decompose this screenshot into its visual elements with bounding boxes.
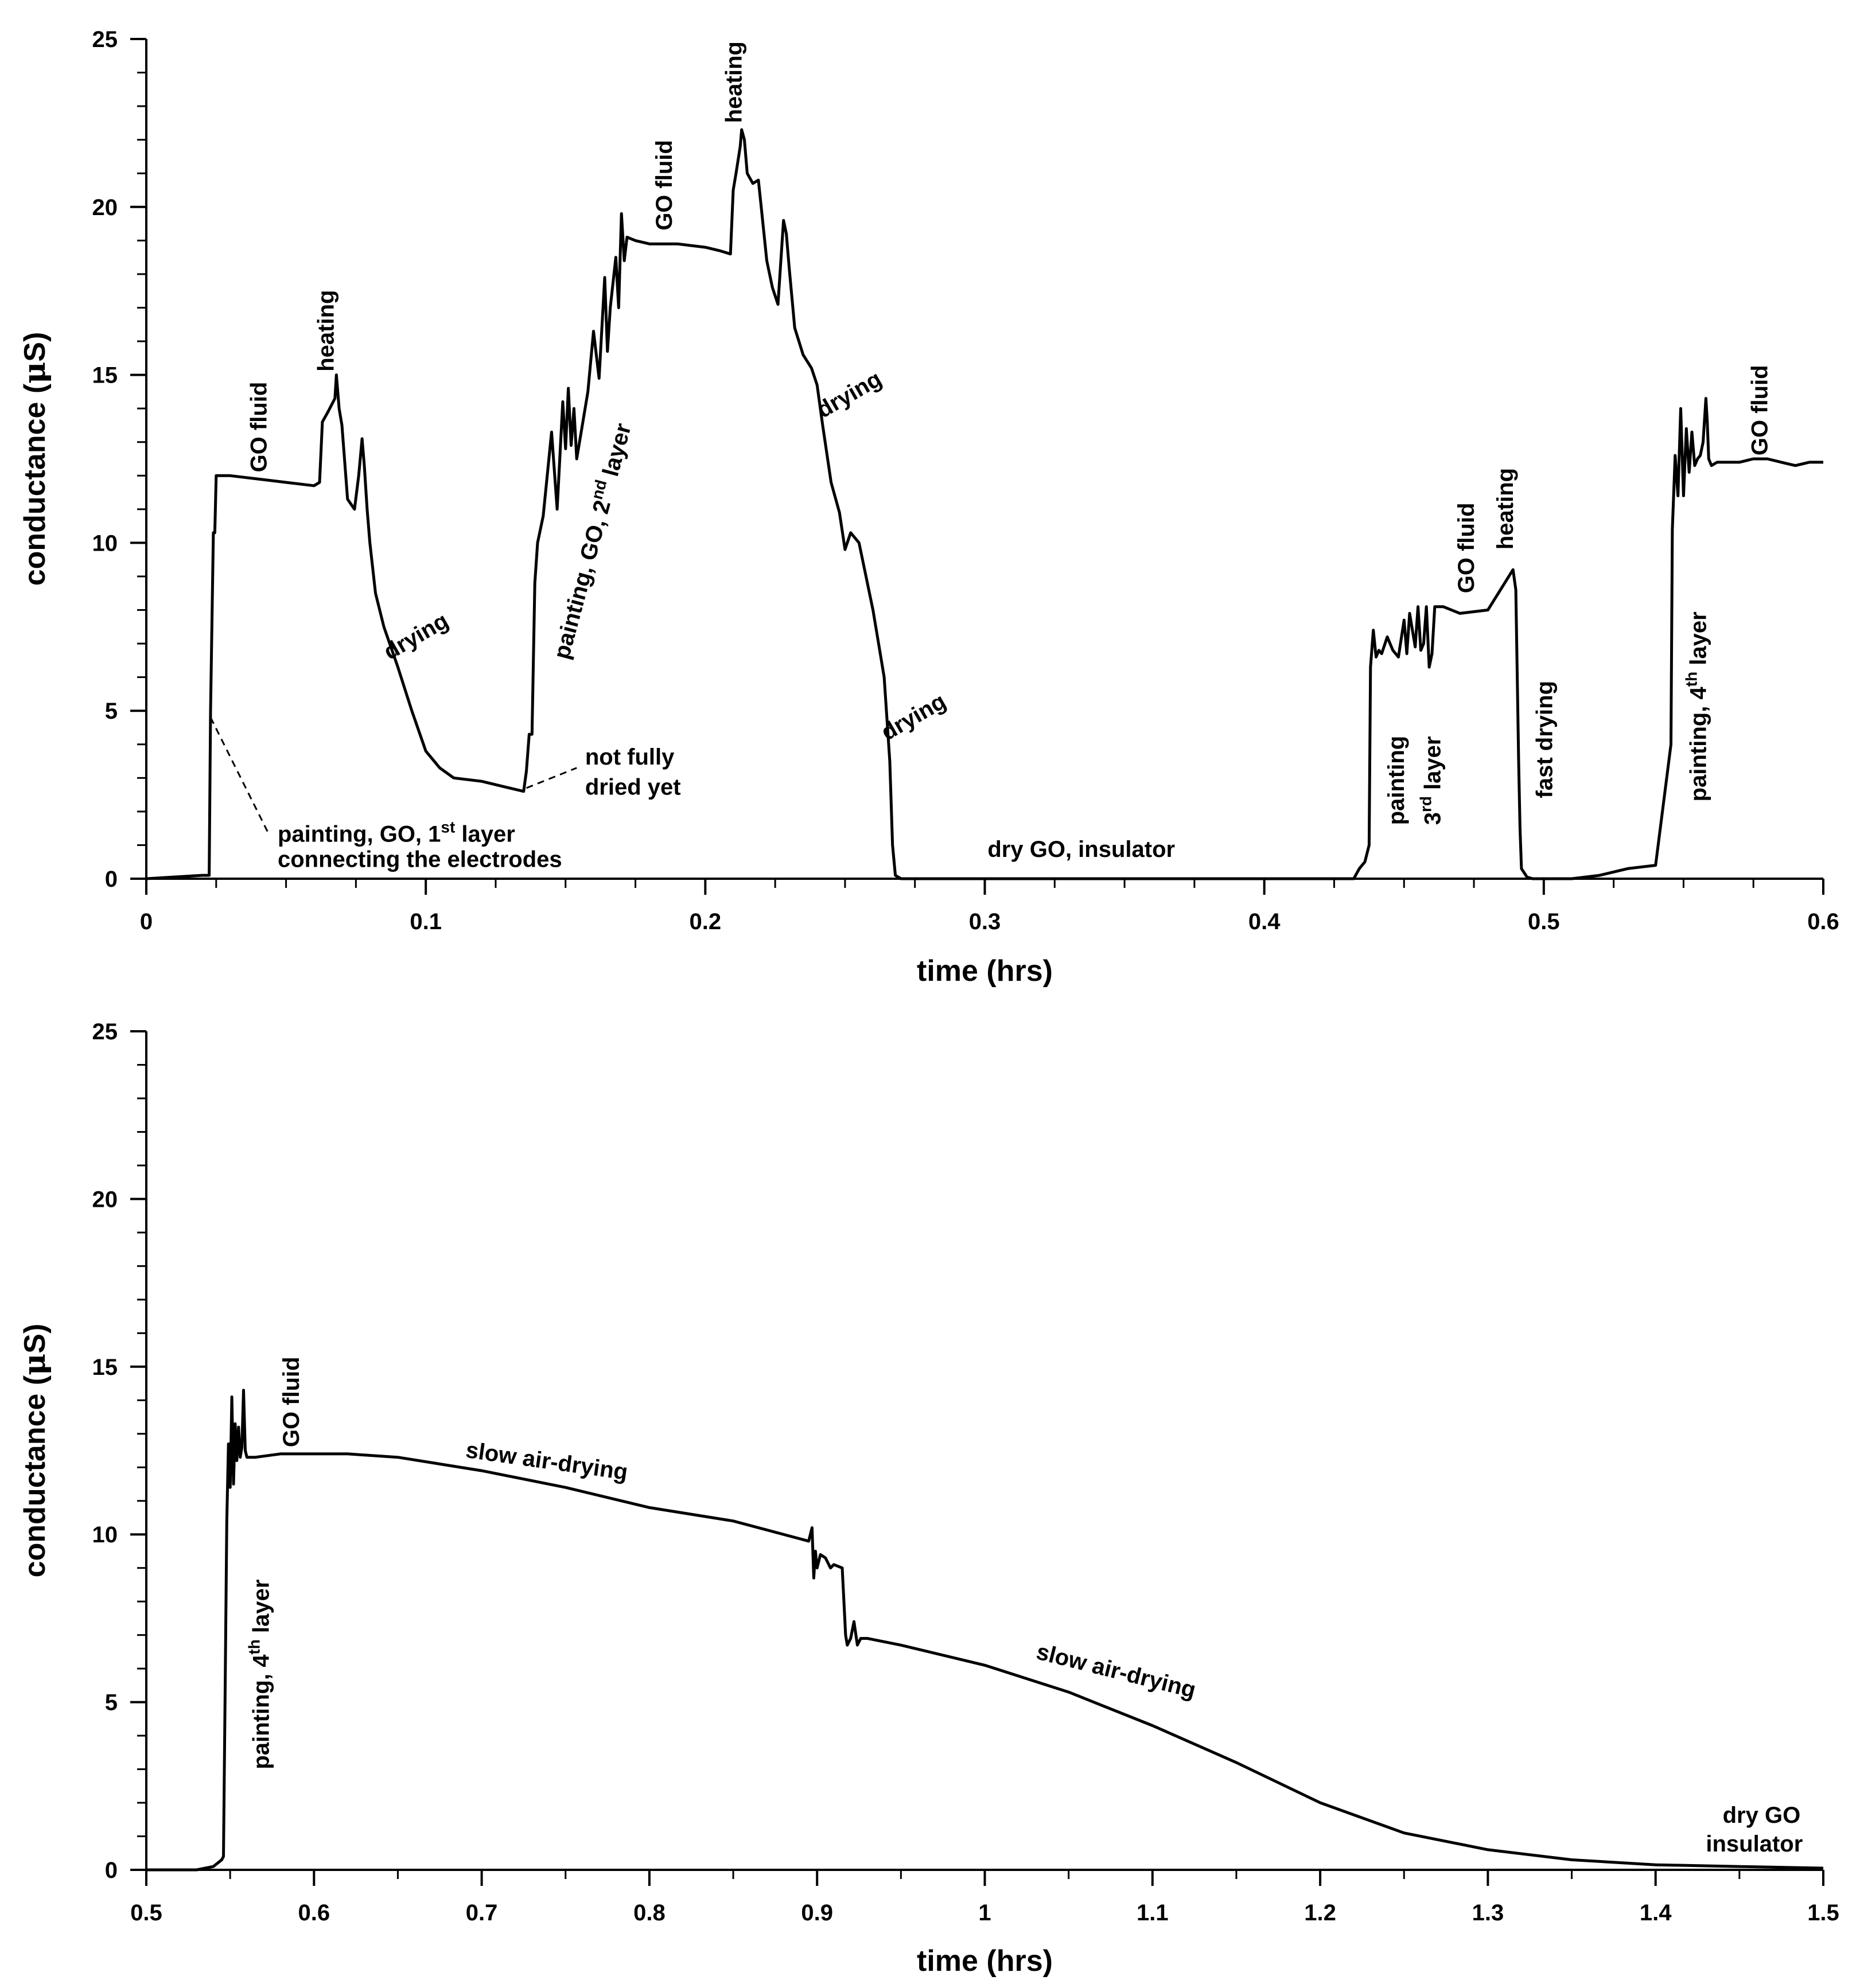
x-tick-label: 0.5	[1528, 909, 1560, 934]
annotation: painting	[1384, 736, 1409, 825]
annotation: drying	[812, 366, 886, 423]
top-tick-marks	[130, 38, 1824, 895]
leader-line	[526, 767, 577, 789]
bottom-annotations: GO fluid painting, 4th layer slow air-dryi…	[245, 1356, 1803, 1856]
annotation: dry GO	[1723, 1803, 1801, 1828]
annotation: insulator	[1706, 1831, 1803, 1857]
annotation: painting, GO, 1st layer	[278, 818, 515, 847]
x-tick-label: 0.9	[801, 1900, 833, 1925]
bottom-series	[146, 1389, 1824, 1872]
annotation: drying	[877, 688, 950, 745]
series-line-conductance	[146, 128, 1823, 880]
bottom-y-axis-title: conductance (μS)	[17, 1324, 52, 1578]
annotation: GO fluid	[246, 382, 271, 473]
annotation: GO fluid	[1748, 365, 1773, 455]
annotation: GO fluid	[652, 140, 677, 231]
annotation: painting, 4th layer	[245, 1580, 274, 1769]
y-tick-label: 0	[105, 1858, 118, 1883]
x-tick-label: 1.5	[1807, 1900, 1839, 1925]
annotation: heating	[722, 41, 747, 123]
x-tick-label: 0.1	[410, 909, 442, 934]
annotation: dried yet	[585, 775, 681, 800]
bottom-x-axis-title: time (hrs)	[917, 1944, 1053, 1978]
top-x-axis-title: time (hrs)	[917, 954, 1053, 988]
top-leader-lines	[209, 717, 577, 836]
series-line-conductance	[146, 1389, 1824, 1872]
annotation: slow air-drying	[464, 1437, 629, 1485]
annotation: drying	[379, 608, 453, 665]
x-tick-label: 0.4	[1248, 909, 1281, 934]
x-tick-label: 1.3	[1472, 1900, 1504, 1925]
bottom-panel: 0.5 0.6 0.7 0.8 0.9 1 1.1 1.2 1.3 1.4 1.5 0 5 10 15 20 2…	[17, 1019, 1839, 1978]
x-tick-label: 0.2	[690, 909, 722, 934]
top-y-axis-title: conductance (μS)	[17, 332, 52, 586]
annotation: 3rd layer	[1417, 736, 1446, 825]
x-tick-label: 1.1	[1137, 1900, 1169, 1925]
y-tick-label: 0	[105, 867, 118, 892]
annotation: connecting the electrodes	[278, 847, 562, 872]
x-tick-label: 0.5	[130, 1900, 162, 1925]
annotation: not fully	[585, 744, 675, 770]
top-panel: 0 0.1 0.2 0.3 0.4 0.5 0.6 0 5 10 15 20 25 GO fluid he…	[17, 27, 1839, 988]
y-tick-label: 10	[92, 531, 118, 556]
x-tick-label: 0.6	[1807, 909, 1839, 934]
top-tick-labels: 0 0.1 0.2 0.3 0.4 0.5 0.6 0 5 10 15 20 25	[92, 27, 1839, 934]
y-tick-label: 10	[92, 1522, 118, 1547]
y-tick-label: 25	[92, 27, 118, 52]
x-tick-label: 1.4	[1640, 1900, 1672, 1925]
annotation: GO fluid	[279, 1356, 304, 1447]
top-axes	[145, 39, 1823, 880]
bottom-axes	[145, 1031, 1823, 1871]
x-tick-label: 0.8	[633, 1900, 666, 1925]
annotation: painting, 4th layer	[1682, 611, 1711, 801]
x-tick-label: 0.3	[969, 909, 1001, 934]
top-series	[146, 128, 1823, 880]
bottom-tick-labels: 0.5 0.6 0.7 0.8 0.9 1 1.1 1.2 1.3 1.4 1.5 0 5 10 15 20 2…	[92, 1019, 1839, 1925]
y-tick-label: 15	[92, 1355, 118, 1380]
x-tick-label: 0	[140, 909, 153, 934]
annotation: fast drying	[1532, 681, 1557, 798]
leader-line	[209, 717, 270, 836]
y-tick-label: 5	[105, 699, 118, 724]
y-tick-label: 5	[105, 1690, 118, 1716]
x-tick-label: 1.2	[1304, 1900, 1336, 1925]
annotation: heating	[313, 290, 338, 372]
y-tick-label: 25	[92, 1019, 118, 1044]
bottom-tick-marks	[130, 1030, 1824, 1886]
y-tick-label: 20	[92, 195, 118, 220]
y-tick-label: 20	[92, 1187, 118, 1212]
annotation: dry GO, insulator	[987, 837, 1175, 862]
x-tick-label: 0.6	[298, 1900, 330, 1925]
x-tick-label: 0.7	[466, 1900, 498, 1925]
annotation: slow air-drying	[1034, 1639, 1199, 1704]
annotation: GO fluid	[1454, 502, 1479, 593]
x-tick-label: 1	[978, 1900, 991, 1925]
annotation: heating	[1493, 468, 1518, 549]
y-tick-label: 15	[92, 363, 118, 388]
